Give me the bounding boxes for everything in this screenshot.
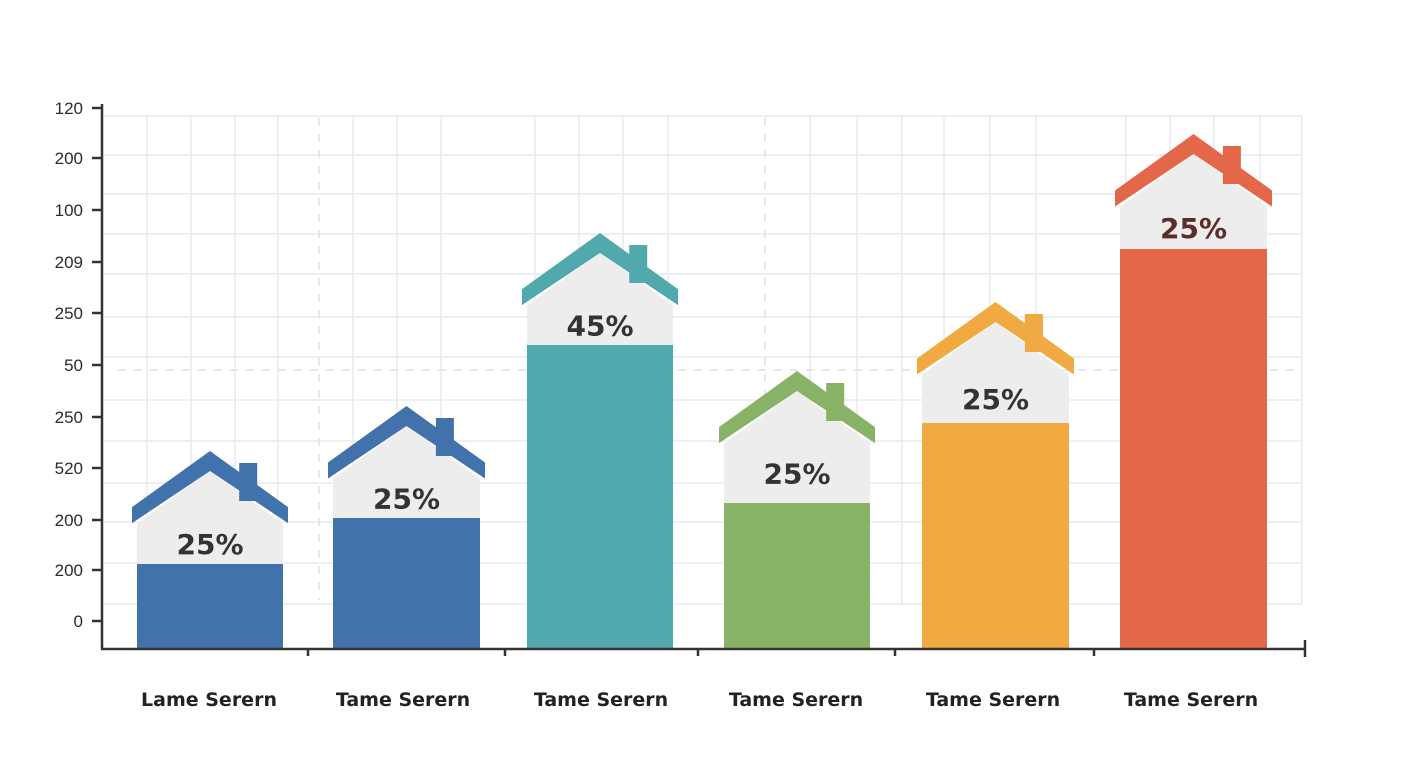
bar-value-label: 25%	[962, 383, 1029, 416]
x-axis-ticks	[306, 640, 1307, 657]
y-tick-label: 0	[74, 612, 83, 631]
bar-body	[922, 423, 1069, 649]
x-tick-label: Lame Serern	[141, 689, 277, 711]
x-tick-label: Tame Serern	[336, 689, 470, 711]
y-tick-label: 250	[55, 304, 83, 323]
bar-value-label: 25%	[176, 528, 243, 561]
bar-body	[1120, 249, 1267, 649]
bar-body	[527, 345, 673, 649]
house-facade	[527, 253, 673, 345]
y-tick-label: 50	[64, 356, 83, 375]
house-facade	[333, 426, 480, 518]
bar-body	[333, 518, 480, 649]
y-tick-label: 200	[55, 149, 83, 168]
y-tick-label: 120	[55, 99, 83, 118]
house-roof-icon	[132, 451, 288, 524]
bars-group: 25% 25% 45% 25% 25% 25%	[132, 134, 1272, 649]
y-tick-label: 250	[55, 408, 83, 427]
house-roof-icon	[328, 406, 485, 479]
bar-body	[137, 564, 283, 649]
house-roof-icon	[917, 302, 1074, 375]
y-tick-label: 200	[55, 511, 83, 530]
y-tick-label: 209	[55, 253, 83, 272]
bar-3: 45%	[522, 233, 678, 649]
y-tick-label: 100	[55, 201, 83, 220]
house-roof-icon	[719, 371, 875, 444]
bar-4: 25%	[719, 371, 875, 649]
bar-value-label: 25%	[373, 482, 440, 515]
bar-value-label: 25%	[1160, 212, 1227, 245]
house-facade	[922, 322, 1069, 423]
house-facade	[1120, 154, 1267, 249]
x-tick-label: Tame Serern	[729, 689, 863, 711]
house-roof-icon	[1115, 134, 1272, 207]
bar-5: 25%	[917, 302, 1074, 649]
x-axis-labels: Lame Serern Tame Serern Tame Serern Tame Se…	[141, 689, 1258, 711]
y-tick-label: 200	[55, 561, 83, 580]
bar-2: 25%	[328, 406, 485, 649]
bar-body	[724, 503, 870, 649]
bar-value-label: 45%	[566, 309, 633, 342]
bar-6: 25%	[1115, 134, 1272, 649]
bar-value-label: 25%	[763, 457, 830, 490]
y-tick-label: 520	[55, 459, 83, 478]
house-roof-icon	[522, 233, 678, 306]
x-tick-label: Tame Serern	[926, 689, 1060, 711]
house-facade	[137, 471, 283, 564]
x-tick-label: Tame Serern	[534, 689, 668, 711]
y-axis-ticks: 120 200 100 209 250 50 250 520 200 200 0	[55, 99, 102, 631]
bar-1: 25%	[132, 451, 288, 649]
x-tick-label: Tame Serern	[1124, 689, 1258, 711]
